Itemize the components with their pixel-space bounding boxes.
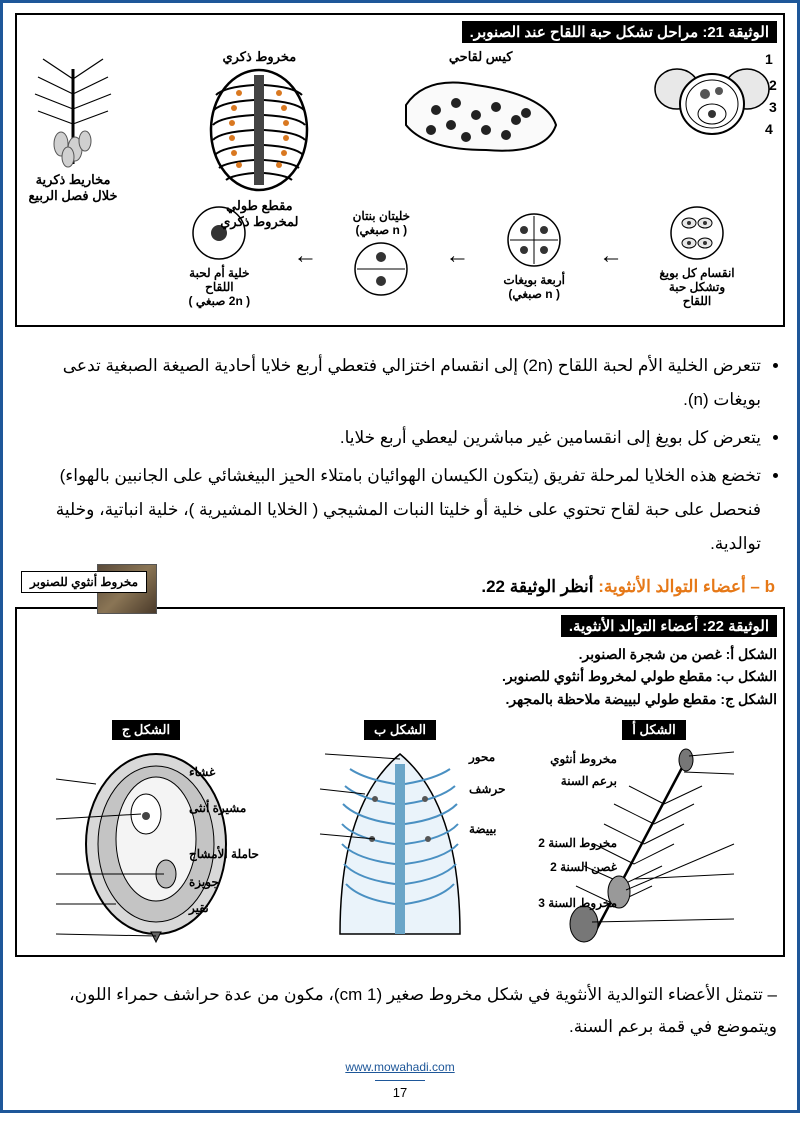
label-num-3: 3: [769, 99, 777, 115]
doc21-header: الوثيقة 21: مراحل تشكل حبة اللقاح عند ال…: [462, 21, 777, 43]
arrow-icon: ←: [595, 242, 627, 270]
label-num-1: 1: [765, 51, 773, 67]
doc22-header: الوثيقة 22: أعضاء التوالد الأنثوية.: [561, 615, 777, 637]
fig-a-badge: الشكل أ: [622, 720, 685, 740]
male-cone-section-figure: [204, 65, 314, 195]
figure-c: الشكل ج: [23, 720, 269, 949]
footer: www.mowahadi.com 17: [15, 1060, 785, 1100]
fig-c-badge: الشكل ج: [112, 720, 180, 740]
fig-b-badge: الشكل ب: [364, 720, 436, 740]
fig-a-label-cone: مخروط أنثوي: [527, 752, 617, 766]
fig-b-label-ovule: بييضة: [469, 822, 519, 836]
fig-b-label-scale: حرشف: [469, 782, 519, 796]
fig-c-label-gam: مشيرة أنثى: [189, 801, 267, 815]
doc22-line-b: الشكل ب: مقطع طولي لمخروط أنثوي للصنوبر.: [23, 665, 777, 687]
fig-a-label-bud: برعم السنة: [527, 774, 617, 788]
arrow-icon: ←: [289, 242, 321, 270]
bullet-item: تخضع هذه الخلايا لمرحلة تفريق (يتكون الك…: [23, 459, 761, 561]
longitudinal-section-label: مقطع طولي لمخروط ذكري: [204, 198, 314, 230]
division-figure: [667, 203, 727, 263]
two-daughter-figure: [351, 239, 411, 299]
pollen-grain-figure: [647, 49, 777, 149]
fig-c-label-nuc: جويزة: [189, 875, 267, 889]
fig-c-label-mem: غشاء: [189, 765, 267, 779]
spring-cones-label: مخاريط ذكرية خلال فصل الربيع: [23, 172, 123, 204]
section-b-rest: أنظر الوثيقة 22.: [481, 577, 593, 596]
label-num-4: 4: [765, 121, 773, 137]
pollen-sac-label: كيس لقاحي: [396, 49, 566, 65]
four-spores-figure: [504, 210, 564, 270]
two-daughter-label: خليتان بنتان ( n صبغي): [351, 209, 411, 237]
four-spores-label: أربعة بويغات ( n صبغي): [503, 273, 565, 301]
fig-a-label-cone2: مخروط السنة 2: [527, 836, 617, 850]
callout-female-cone: مخروط أنثوي للصنوبر: [21, 571, 147, 593]
doc22-box: الوثيقة 22: أعضاء التوالد الأنثوية. الشك…: [15, 607, 785, 957]
page-container: الوثيقة 21: مراحل تشكل حبة اللقاح عند ال…: [0, 0, 800, 1113]
label-num-2: 2: [769, 77, 777, 93]
doc21-box: الوثيقة 21: مراحل تشكل حبة اللقاح عند ال…: [15, 13, 785, 327]
mother-cell-label: خلية أم لحبة اللقاح ( 2n صبغي ): [179, 266, 259, 308]
fig-c-label-arch: حاملة الأمشاج: [189, 847, 267, 861]
diagram-21: 1 2 3 4 حبة لقاح كيس لقاحي: [23, 49, 777, 319]
bullet-list: تتعرض الخلية الأم لحبة اللقاح (2n) إلى ا…: [15, 339, 785, 573]
page-number: 17: [375, 1080, 425, 1100]
doc22-line-a: الشكل أ: غصن من شجرة الصنوبر.: [23, 643, 777, 665]
spring-branch-figure: [23, 49, 123, 169]
pollen-sac-figure: [396, 65, 566, 165]
doc22-line-c: الشكل ج: مقطع طولي لبييضة ملاحظة بالمجهر…: [23, 688, 777, 710]
fig-a-label-cone3: مخروط السنة 3: [527, 896, 617, 910]
figure-b: الشكل ب: [277, 720, 523, 949]
bullet-item: يتعرض كل بويغ إلى انقسامين غير مباشرين ل…: [23, 421, 761, 455]
figure-a: الشكل أ: [531, 720, 777, 949]
bottom-paragraph: – تتمثل الأعضاء التوالدية الأنثوية في شك…: [15, 969, 785, 1048]
footer-link[interactable]: www.mowahadi.com: [345, 1060, 454, 1074]
fig-c-label-mic: نقير: [189, 901, 267, 915]
division-label: انقسام كل بويغ وتشكل حبة اللقاح: [657, 266, 737, 308]
section-b-letter: b: [765, 577, 775, 596]
male-cone-top-label: مخروط ذكري: [204, 49, 314, 65]
fig-a-label-branch2: غصن السنة 2: [527, 860, 617, 874]
arrow-icon: ←: [441, 242, 473, 270]
fig-b-label-axis: محور: [469, 750, 519, 764]
section-b-title: – أعضاء التوالد الأنثوية:: [598, 577, 760, 596]
bullet-item: تتعرض الخلية الأم لحبة اللقاح (2n) إلى ا…: [23, 349, 761, 417]
